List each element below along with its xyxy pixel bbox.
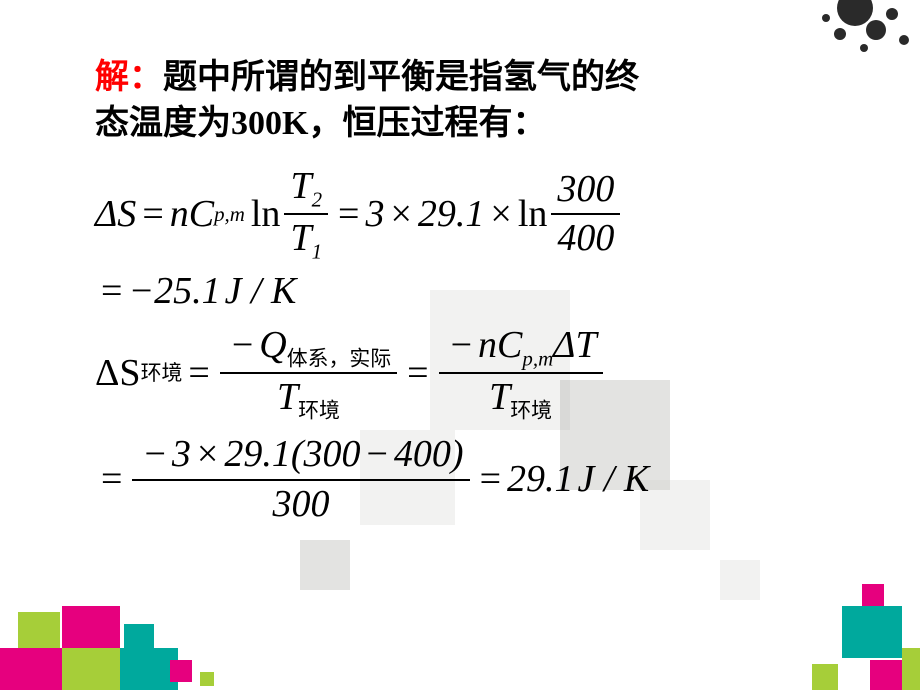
eq1-frac1: T2 T1 [284,165,328,264]
eq3-dT: ΔT [553,324,596,366]
eq4-cpm: 29.1 [224,433,291,475]
ink-dot [866,20,886,40]
eq4-rp: ) [451,433,464,475]
content-block: 解：题中所谓的到平衡是指氢气的终 态温度为300K，恒压过程有： ΔS = nC… [95,55,855,532]
eq1-lhs: ΔS [95,193,136,237]
intro-line2b: ，恒压过程有： [308,105,546,142]
ink-dot [860,44,868,52]
intro-temp: 300K [231,105,308,142]
eq1-times1: × [390,193,411,237]
eq4-n: 3 [172,433,191,475]
decor-square [18,612,60,648]
decor-square [200,672,214,686]
eq1-ln1: ln [251,193,281,237]
eq4-minus: − [366,433,387,475]
ink-dot [837,0,873,26]
eq1-T2sub: 2 [312,187,322,211]
eq1-T1: T [290,217,311,259]
eq4-times: × [197,433,218,475]
eq3-neg2: − [451,324,472,366]
decor-square [720,560,760,600]
decor-square [862,584,884,606]
eq3-T1: T [277,376,298,418]
eq1-nval: 3 [365,193,384,237]
eq4-b: 400 [394,433,451,475]
decor-square [62,648,120,690]
eq4-den: 300 [267,483,336,527]
ink-dot [834,28,846,40]
decor-square [902,648,920,690]
intro-line2a: 态温度为 [95,105,231,142]
eq4-unit: J / K [578,458,650,502]
eq3-Tsub1: 环境 [298,399,340,423]
eq3-eq1: = [188,352,209,396]
eq1-ln2: ln [518,193,548,237]
ink-dot [886,8,898,20]
eq4-result: 29.1 [507,458,574,502]
intro-line1: 题中所谓的到平衡是指氢气的终 [163,59,639,96]
eq1-300: 300 [551,168,620,212]
eq1-eq1: = [142,193,163,237]
decor-square [842,606,902,658]
eq3-nC: nC [478,324,522,366]
eq-row-2: = −25.1 J / K [95,270,855,314]
eq3-Q: Q [259,324,286,366]
eq1-times2: × [490,193,511,237]
decor-square [124,624,154,648]
eq2-unit: J / K [225,270,297,314]
decor-square [0,648,62,690]
eq3-neg1: − [232,324,253,366]
eq3-frac1: −Q体系，实际 T环境 [220,324,397,423]
eq3-Qsub: 体系，实际 [287,346,391,370]
intro-text: 解：题中所谓的到平衡是指氢气的终 态温度为300K，恒压过程有： [95,55,855,147]
eq-row-3: ΔS环境 = −Q体系，实际 T环境 = −nCp,mΔT [95,324,855,423]
eq1-T2: T [290,165,311,207]
eq1-eq2: = [338,193,359,237]
eq-row-4: = −3×29.1(300−400) 300 = 29.1 J / K [95,433,855,526]
eq4-neg: − [144,433,165,475]
eq1-pm: p,m [214,202,245,226]
eq3-Tsub2: 环境 [510,399,552,423]
ink-dot [822,14,830,22]
eq3-pm: p,m [522,346,553,370]
eq4-frac: −3×29.1(300−400) 300 [132,433,469,526]
eq3-T2: T [489,376,510,418]
eq3-frac2: −nCp,mΔT T环境 [439,324,603,423]
decor-square [870,660,902,690]
eq4-eq1: = [101,458,122,502]
eq2-val: −25.1 [128,270,220,314]
decor-square [300,540,350,590]
eq4-eq2: = [480,458,501,502]
eq1-T1sub: 1 [312,240,322,264]
decor-square [62,606,120,648]
eq1-frac2: 300 400 [551,168,620,261]
ink-dot [899,35,909,45]
eq1-400: 400 [551,217,620,261]
eq3-eq2: = [407,352,428,396]
eq4-a: 300 [303,433,360,475]
slide: 解：题中所谓的到平衡是指氢气的终 态温度为300K，恒压过程有： ΔS = nC… [0,0,920,690]
eq3-env1: 环境 [141,361,183,385]
eq-row-1: ΔS = nCp,m ln T2 T1 = 3 × 29.1 × ln 300 [95,165,855,264]
eq1-nC: nC [170,193,214,237]
eq1-cpm: 29.1 [418,193,485,237]
decor-square [170,660,192,682]
eq3-dS: ΔS [95,352,141,396]
eq4-lp: ( [291,433,304,475]
equations: ΔS = nCp,m ln T2 T1 = 3 × 29.1 × ln 300 [95,165,855,527]
eq2-eq: = [101,270,122,314]
decor-square [812,664,838,690]
solution-label: 解： [95,59,163,96]
